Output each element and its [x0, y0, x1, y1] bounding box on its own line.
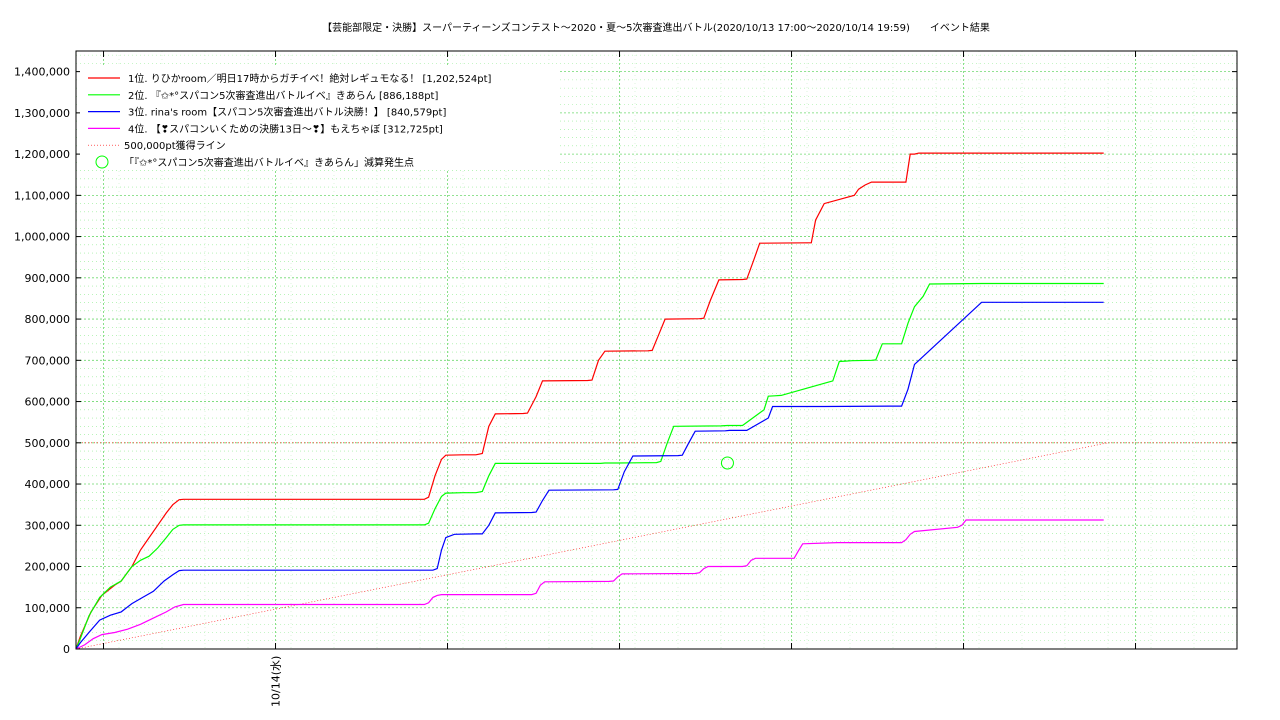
- y-tick-label: 700,000: [25, 354, 71, 367]
- y-tick-label: 900,000: [25, 272, 71, 285]
- legend-label: 4位. 【❣スパコンいくための決勝13日〜❣】もえちゃぼ [312,725pt]: [128, 122, 443, 135]
- legend-label: 500,000pt獲得ライン: [124, 139, 226, 152]
- y-tick-label: 0: [63, 643, 70, 656]
- y-tick-label: 800,000: [25, 313, 71, 326]
- legend-label: 3位. rina's room【スパコン5次審査進出バトル決勝！】 [840,5…: [128, 106, 446, 119]
- deduction-marker: [720, 456, 734, 470]
- reference-line-group: [75, 442, 1237, 650]
- series-group: [75, 152, 1104, 650]
- y-tick-label: 1,300,000: [14, 107, 70, 120]
- x-tick-label: 10/14(水): [270, 656, 283, 707]
- series-line-2: [75, 282, 1104, 650]
- y-tick-label: 1,200,000: [14, 148, 70, 161]
- series-line-3: [75, 301, 1104, 650]
- legend-background: [80, 66, 560, 170]
- axes: 0 100,000 200,000 300,000 400,000 500,000 600,…: [14, 50, 1238, 707]
- y-tick-label: 1,000,000: [14, 231, 70, 244]
- chart-title: 【芸能部限定・決勝】スーパーティーンズコンテスト～2020・夏～5次審査進出バト…: [322, 21, 990, 34]
- legend-label: 「『✩*°スパコン5次審査進出バトルイベ』きあらん」減算発生点: [124, 156, 414, 169]
- reference-line-diagonal: [75, 442, 1109, 650]
- series-line-1: [75, 152, 1104, 650]
- y-tick-label: 500,000: [25, 437, 71, 450]
- legend-label: 2位. 『✩*°スパコン5次審査進出バトルイベ』きあらん [886,188pt]: [128, 89, 438, 102]
- y-tick-label: 100,000: [25, 602, 71, 615]
- series-line-4: [75, 519, 1104, 650]
- legend: 1位. りひかroom／明日17時からガチイベ！絶対レギュモなる！ [1,202…: [80, 66, 560, 170]
- legend-swatch: [95, 155, 109, 169]
- grid: [76, 51, 1237, 649]
- y-tick-label: 200,000: [25, 561, 71, 574]
- plot-frame: [75, 50, 1238, 650]
- y-tick-label: 1,100,000: [14, 189, 70, 202]
- legend-label: 1位. りひかroom／明日17時からガチイベ！絶対レギュモなる！ [1,202…: [128, 72, 492, 85]
- y-tick-label: 1,400,000: [14, 66, 70, 79]
- y-tick-label: 300,000: [25, 519, 71, 532]
- y-tick-label: 600,000: [25, 396, 71, 409]
- y-tick-label: 400,000: [25, 478, 71, 491]
